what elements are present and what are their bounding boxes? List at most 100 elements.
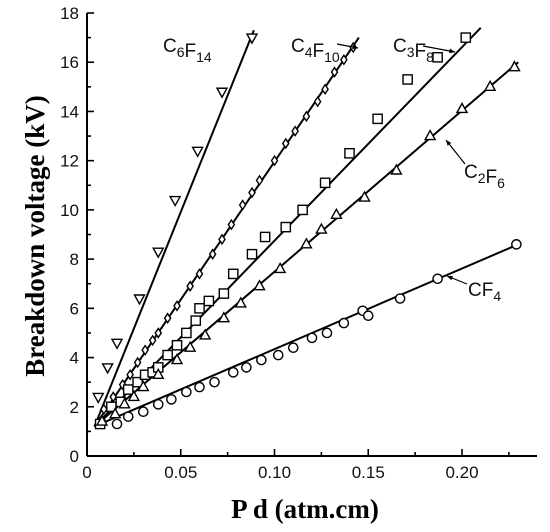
data-point-cf4	[321, 327, 333, 339]
data-point-c4f10	[302, 110, 311, 123]
x-tick-label: 0.20	[445, 463, 478, 482]
fit-line-cf4	[94, 243, 519, 428]
data-point-c4f10	[173, 300, 181, 312]
data-point-c2f6	[118, 397, 131, 409]
data-point-c6f14	[92, 392, 105, 404]
data-point-c2f6	[483, 79, 497, 92]
data-point-c6f14	[191, 146, 204, 158]
data-point-c6f14	[110, 338, 124, 350]
data-point-cf4	[152, 399, 164, 410]
data-point-cf4	[511, 239, 522, 250]
data-point-c2f6	[234, 296, 247, 308]
data-point-cf4	[137, 406, 149, 418]
data-point-c3f8	[227, 268, 239, 280]
data-point-cf4	[256, 354, 267, 366]
data-point-cf4	[432, 273, 443, 285]
data-point-c4f10	[281, 137, 290, 150]
y-tick-label: 0	[70, 447, 79, 466]
x-tick-label: 0.10	[258, 463, 291, 482]
data-point-c3f8	[319, 177, 331, 189]
y-tick-label: 6	[70, 299, 79, 318]
data-point-c4f10	[255, 174, 264, 187]
data-point-c6f14	[215, 87, 229, 99]
data-point-c2f6	[152, 367, 165, 379]
data-point-c6f14	[133, 294, 146, 306]
data-point-c2f6	[315, 222, 328, 234]
data-point-c3f8	[372, 113, 383, 125]
data-point-c3f8	[194, 303, 205, 314]
data-point-c6f14	[152, 247, 165, 259]
x-tick-label: 0.15	[352, 463, 385, 482]
y-tick-label: 4	[70, 349, 79, 368]
data-point-c2f6	[273, 262, 287, 274]
data-point-cf4	[166, 394, 177, 405]
data-point-c4f10	[291, 125, 299, 137]
data-point-c2f6	[253, 279, 266, 291]
data-point-c3f8	[203, 295, 215, 307]
data-point-cf4	[181, 386, 192, 398]
data-point-cf4	[194, 381, 205, 393]
data-point-c4f10	[195, 268, 204, 280]
data-point-c4f10	[218, 233, 226, 246]
series-label-c2f6: C2F6	[464, 162, 505, 191]
data-point-c3f8	[297, 204, 308, 216]
data-point-c3f8	[171, 339, 183, 351]
data-point-c2f6	[108, 407, 122, 419]
data-point-c4f10	[133, 356, 142, 369]
data-point-c4f10	[154, 327, 163, 339]
data-point-c4f10	[109, 391, 118, 403]
data-point-c2f6	[183, 340, 197, 352]
data-point-cf4	[209, 376, 220, 388]
data-point-c4f10	[186, 280, 194, 292]
data-point-cf4	[272, 349, 284, 361]
data-point-c4f10	[330, 66, 339, 78]
y-ticks: 0 2 4 6 8 10 12 14 16 18	[60, 4, 94, 466]
data-point-c4f10	[141, 344, 149, 356]
y-tick-label: 18	[60, 4, 79, 23]
x-tick-label: 0	[82, 463, 91, 482]
data-point-c4f10	[321, 83, 329, 96]
data-point-c2f6	[300, 237, 313, 249]
data-point-c3f8	[122, 384, 134, 395]
y-tick-label: 12	[60, 152, 79, 171]
data-point-c3f8	[402, 74, 413, 85]
data-point-c2f6	[423, 129, 437, 141]
data-point-c2f6	[137, 380, 150, 392]
data-point-c3f8	[344, 147, 355, 159]
series-labels: C6F14 C4F10 C3F8 C2F6 CF4	[163, 36, 505, 304]
data-point-c2f6	[217, 311, 231, 323]
data-point-c4f10	[208, 248, 217, 260]
label-arrowhead	[446, 140, 452, 146]
data-point-c6f14	[101, 363, 114, 375]
data-point-c3f8	[259, 231, 271, 243]
data-point-c2f6	[455, 102, 469, 114]
fit-line-c6f14	[93, 29, 255, 427]
data-point-c3f8	[190, 315, 202, 326]
series-label-c6f14: C6F14	[163, 36, 212, 65]
data-point-cf4	[287, 342, 299, 354]
data-point-cf4	[111, 418, 123, 430]
data-point-cf4	[122, 411, 134, 422]
series-label-c4f10: C4F10	[291, 36, 340, 65]
data-point-c2f6	[95, 414, 109, 426]
data-point-c4f10	[313, 95, 322, 108]
data-point-c6f14	[168, 195, 182, 207]
y-tick-label: 10	[60, 201, 79, 220]
data-point-c2f6	[330, 207, 343, 220]
data-point-c3f8	[246, 248, 258, 260]
data-point-c2f6	[508, 60, 521, 72]
data-point-c4f10	[163, 312, 172, 324]
data-point-c4f10	[238, 199, 247, 211]
data-point-c4f10	[148, 334, 157, 347]
data-point-c3f8	[280, 221, 292, 233]
series-label-cf4: CF4	[468, 280, 501, 304]
data-point-cf4	[362, 310, 374, 322]
data-point-cf4	[394, 293, 406, 304]
data-point-c2f6	[198, 328, 212, 340]
data-markers	[92, 32, 522, 430]
data-point-c4f10	[100, 403, 108, 416]
label-arrowhead	[447, 275, 453, 281]
x-axis-title: P d (atm.cm)	[231, 494, 379, 524]
data-point-c3f8	[162, 349, 173, 361]
